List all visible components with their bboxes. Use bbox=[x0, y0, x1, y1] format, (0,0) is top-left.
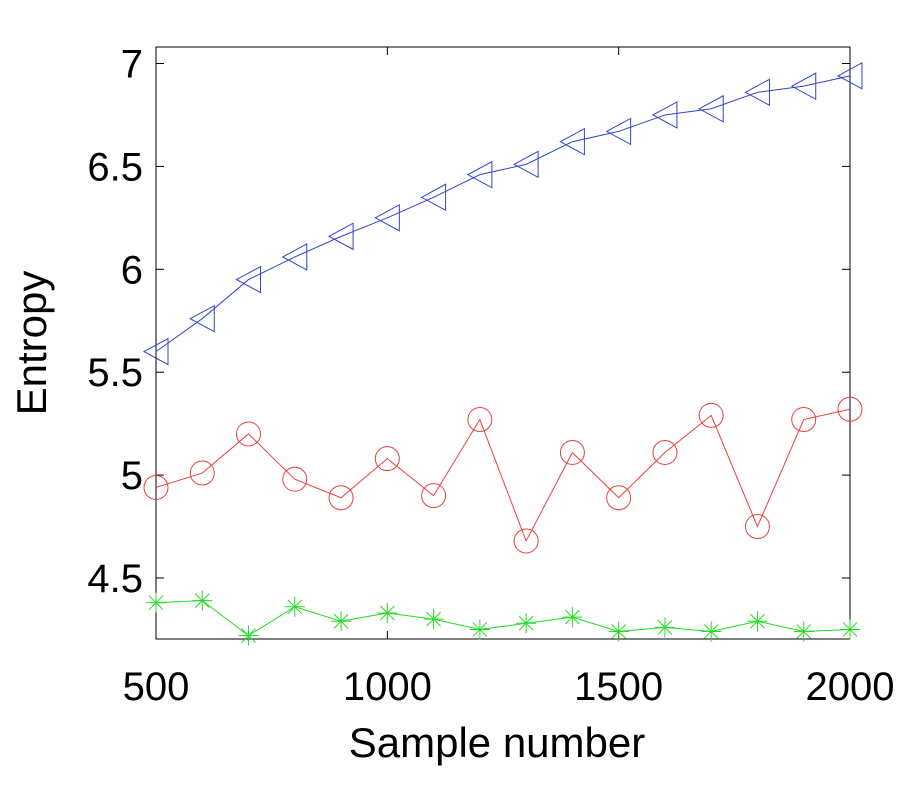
data-point bbox=[282, 466, 308, 492]
data-point bbox=[605, 117, 632, 146]
data-point bbox=[328, 485, 354, 511]
x-axis-label: Sample number bbox=[349, 719, 645, 766]
data-point bbox=[374, 446, 400, 472]
plot-frame bbox=[155, 46, 851, 640]
plot-area bbox=[142, 62, 863, 646]
data-point bbox=[654, 617, 675, 638]
data-point bbox=[238, 625, 259, 646]
y-tick-label: 5.5 bbox=[87, 351, 143, 395]
x-tick-label: 500 bbox=[123, 665, 190, 709]
data-point bbox=[235, 265, 262, 294]
series-triangle-left bbox=[142, 62, 863, 366]
data-point bbox=[791, 407, 817, 433]
series-line bbox=[155, 75, 851, 353]
y-axis: 4.5 5 5.5 6 6.5 7 bbox=[87, 43, 850, 601]
y-tick-label: 7 bbox=[121, 43, 143, 87]
data-point bbox=[374, 204, 400, 232]
data-point bbox=[281, 243, 308, 271]
data-point bbox=[793, 621, 814, 642]
y-tick-label: 6.5 bbox=[87, 145, 143, 189]
series-line bbox=[155, 408, 851, 543]
data-point bbox=[652, 439, 678, 465]
data-point bbox=[513, 150, 539, 179]
data-point bbox=[284, 596, 305, 617]
data-point bbox=[466, 160, 493, 189]
data-point bbox=[651, 101, 678, 129]
data-point bbox=[562, 607, 583, 628]
data-point bbox=[423, 609, 444, 630]
data-point bbox=[331, 611, 352, 632]
y-axis-label: Entropy bbox=[8, 271, 55, 416]
data-point bbox=[790, 72, 817, 100]
x-axis: 500 1000 1500 2000 bbox=[123, 47, 895, 709]
data-point bbox=[559, 127, 585, 156]
series-asterisk bbox=[146, 590, 860, 646]
data-point bbox=[146, 592, 166, 613]
data-point bbox=[377, 602, 398, 623]
data-point bbox=[698, 402, 724, 428]
series-circle bbox=[143, 396, 863, 554]
data-point bbox=[837, 396, 863, 422]
data-point bbox=[744, 78, 770, 107]
data-point bbox=[143, 474, 169, 500]
y-tick-label: 4.5 bbox=[87, 557, 143, 601]
data-point bbox=[559, 439, 585, 465]
data-point bbox=[608, 621, 629, 642]
data-point bbox=[467, 407, 493, 433]
data-point bbox=[142, 337, 169, 366]
y-tick-label: 5 bbox=[121, 454, 143, 498]
data-point bbox=[192, 590, 213, 611]
data-point bbox=[236, 421, 262, 447]
series-line bbox=[155, 600, 851, 637]
data-point bbox=[189, 304, 215, 333]
data-point bbox=[189, 460, 215, 486]
data-point bbox=[328, 222, 354, 251]
x-tick-label: 1500 bbox=[574, 665, 663, 709]
data-point bbox=[747, 611, 768, 632]
y-tick-label: 6 bbox=[121, 248, 143, 292]
data-point bbox=[744, 514, 770, 540]
data-point bbox=[421, 483, 447, 509]
data-point bbox=[469, 619, 490, 640]
data-point bbox=[836, 62, 863, 90]
data-point bbox=[701, 621, 722, 642]
data-point bbox=[516, 613, 537, 634]
data-point bbox=[420, 183, 447, 212]
x-tick-label: 2000 bbox=[806, 665, 895, 709]
data-point bbox=[840, 619, 860, 640]
x-tick-label: 1000 bbox=[343, 665, 432, 709]
data-point bbox=[513, 528, 539, 554]
data-point bbox=[698, 94, 724, 123]
data-point bbox=[606, 485, 632, 511]
